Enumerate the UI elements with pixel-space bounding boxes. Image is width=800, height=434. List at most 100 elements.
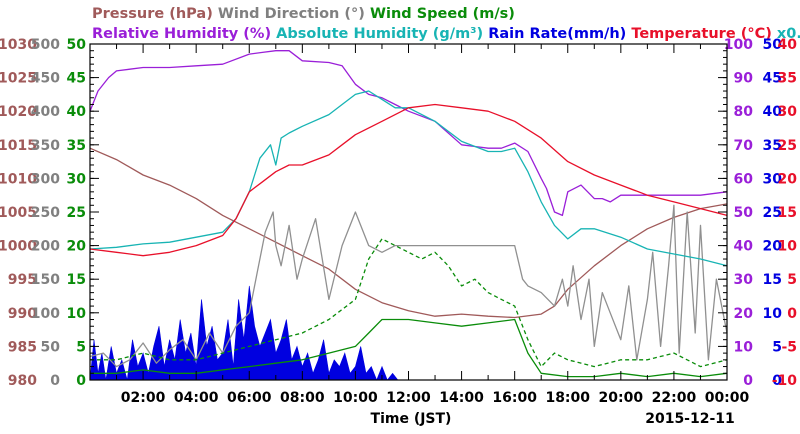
series-rain-rate xyxy=(89,285,727,381)
left-tick-pressure: 985 xyxy=(8,339,37,355)
title-row-2: Relative Humidity (%) Absolute Humidity … xyxy=(92,26,800,42)
x-tick-label: 02:00 xyxy=(121,390,166,406)
right-tick-humidity: 70 xyxy=(734,138,754,154)
right-tick-rain_rate: 40 xyxy=(763,104,783,120)
x-tick-label: 10:00 xyxy=(333,390,378,406)
left-tick-wind_speed: 20 xyxy=(67,239,87,255)
left-tick-pressure: 1020 xyxy=(0,104,37,120)
left-tick-wind_speed: 10 xyxy=(67,306,87,322)
x-tick-label: 04:00 xyxy=(174,390,219,406)
left-tick-wind_direction: 50 xyxy=(41,339,61,355)
right-tick-humidity: 90 xyxy=(734,71,754,87)
right-tick-rain_rate: 25 xyxy=(763,205,782,221)
x-tick-label: 08:00 xyxy=(280,390,325,406)
left-tick-pressure: 1010 xyxy=(0,171,37,187)
title-part: Temperature (°C) xyxy=(626,26,772,42)
right-tick-rain_rate: 5 xyxy=(772,339,782,355)
left-tick-wind_speed: 50 xyxy=(67,37,87,53)
x-tick-label: 00:00 xyxy=(705,390,750,406)
right-tick-humidity: 30 xyxy=(734,272,754,288)
title-part: Wind Direction (°) xyxy=(213,6,365,22)
right-tick-humidity: 50 xyxy=(734,205,754,221)
right-tick-humidity: 0 xyxy=(743,373,753,389)
right-axes: 1009080706050403020100504540353025201510… xyxy=(724,37,797,389)
right-tick-rain_rate: 10 xyxy=(763,306,783,322)
title-part: x0.2 xyxy=(772,26,800,42)
title-part: Relative Humidity (%) xyxy=(92,26,271,42)
left-tick-pressure: 1015 xyxy=(0,138,37,154)
x-tick-label: 16:00 xyxy=(492,390,537,406)
right-tick-temperature: 15 xyxy=(778,205,797,221)
left-tick-wind_speed: 40 xyxy=(67,104,87,120)
x-tick-label: 12:00 xyxy=(386,390,431,406)
left-tick-wind_direction: 150 xyxy=(31,272,60,288)
left-tick-wind_speed: 0 xyxy=(76,373,86,389)
title-part: Absolute Humidity (g/m³) xyxy=(271,26,483,42)
right-tick-temperature: 10 xyxy=(778,239,798,255)
x-tick-labels: 02:00 04:00 06:00 08:00 10:00 12:00 14:00 16:00… xyxy=(121,390,750,406)
left-tick-wind_direction: 400 xyxy=(31,104,60,120)
right-tick-temperature: 5 xyxy=(787,272,797,288)
left-tick-pressure: 1025 xyxy=(0,71,37,87)
date-label: 2015-12-11 xyxy=(645,411,735,427)
right-tick-rain_rate: 15 xyxy=(763,272,782,288)
left-tick-pressure: 990 xyxy=(8,306,37,322)
title-part: Pressure (hPa) xyxy=(92,6,213,22)
right-tick-temperature: 20 xyxy=(778,171,798,187)
right-tick-temperature: -10 xyxy=(772,373,798,389)
left-tick-wind_speed: 45 xyxy=(67,71,86,87)
left-tick-wind_speed: 35 xyxy=(67,138,86,154)
right-tick-rain_rate: 50 xyxy=(763,37,783,53)
left-tick-wind_direction: 300 xyxy=(31,171,60,187)
title-part: Rain Rate(mm/h) xyxy=(483,26,626,42)
right-tick-humidity: 80 xyxy=(734,104,754,120)
right-tick-rain_rate: 20 xyxy=(763,239,783,255)
right-tick-rain_rate: 45 xyxy=(763,71,782,87)
left-tick-wind_direction: 500 xyxy=(31,37,60,53)
left-tick-pressure: 995 xyxy=(8,272,37,288)
series-relative-humidity xyxy=(89,50,728,217)
right-tick-rain_rate: 35 xyxy=(763,138,782,154)
right-tick-temperature: 40 xyxy=(778,37,798,53)
x-tick-label: 14:00 xyxy=(439,390,484,406)
series-temperature-c xyxy=(89,103,728,257)
right-tick-humidity: 10 xyxy=(734,339,754,355)
series-wind-direction xyxy=(89,204,728,368)
left-tick-wind_speed: 5 xyxy=(76,339,86,355)
x-tick-label: 20:00 xyxy=(599,390,644,406)
left-tick-wind_direction: 200 xyxy=(31,239,60,255)
x-axis-label: Time (JST) xyxy=(371,411,452,427)
x-tick-label: 22:00 xyxy=(652,390,697,406)
left-tick-wind_direction: 100 xyxy=(31,306,60,322)
left-axes: 1030102510201015101010051000995990985980… xyxy=(0,37,86,389)
series-wind-speed-gust xyxy=(90,238,728,368)
right-tick-temperature: 30 xyxy=(778,104,798,120)
right-tick-temperature: 35 xyxy=(778,71,797,87)
right-tick-humidity: 20 xyxy=(734,306,754,322)
right-tick-humidity: 60 xyxy=(734,171,754,187)
left-tick-wind_direction: 450 xyxy=(31,71,60,87)
left-tick-pressure: 1005 xyxy=(0,205,37,221)
series-layer xyxy=(89,50,728,381)
left-tick-wind_speed: 25 xyxy=(67,205,86,221)
x-tick-label: 06:00 xyxy=(227,390,272,406)
right-tick-temperature: 0 xyxy=(787,306,797,322)
plot-area xyxy=(89,43,728,381)
right-tick-temperature: 25 xyxy=(778,138,797,154)
right-tick-humidity: 40 xyxy=(734,239,754,255)
title-row-1: Pressure (hPa) Wind Direction (°) Wind S… xyxy=(92,6,515,22)
title-part: Wind Speed (m/s) xyxy=(365,6,515,22)
left-tick-pressure: 1030 xyxy=(0,37,37,53)
left-tick-pressure: 980 xyxy=(8,373,37,389)
right-tick-rain_rate: 0 xyxy=(772,373,782,389)
plot-frame xyxy=(89,43,728,381)
series-wind-speed-m-s xyxy=(90,318,728,378)
chart-title: Pressure (hPa) Wind Direction (°) Wind S… xyxy=(92,6,800,42)
left-tick-wind_direction: 350 xyxy=(31,138,60,154)
left-tick-wind_direction: 250 xyxy=(31,205,60,221)
right-tick-humidity: 100 xyxy=(724,37,753,53)
left-tick-wind_direction: 0 xyxy=(50,373,60,389)
x-ticks xyxy=(89,43,728,381)
x-tick-label: 18:00 xyxy=(545,390,590,406)
